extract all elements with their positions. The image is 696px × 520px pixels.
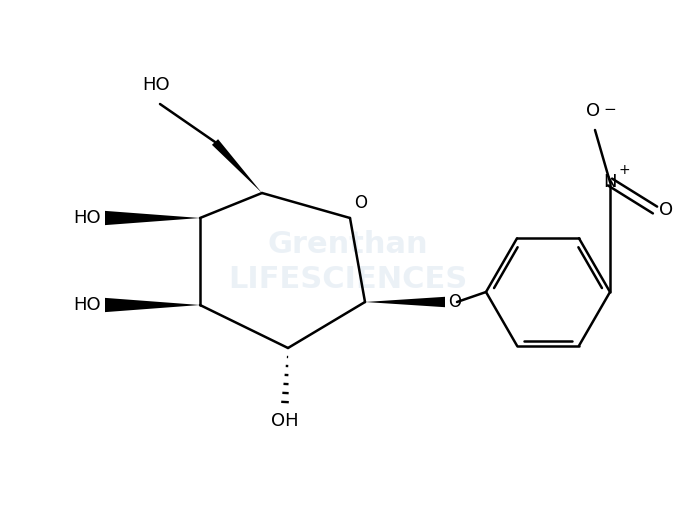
Text: O: O [659,201,673,219]
Text: N: N [603,173,617,191]
Text: O: O [586,102,600,120]
Polygon shape [365,297,445,307]
Polygon shape [212,139,262,193]
Polygon shape [105,298,200,312]
Text: −: − [603,102,616,117]
Text: HO: HO [73,209,101,227]
Text: HO: HO [73,296,101,314]
Text: O: O [448,293,461,311]
Text: +: + [619,163,631,177]
Polygon shape [105,211,200,225]
Text: Grenthan
LIFESCIENCES: Grenthan LIFESCIENCES [228,229,468,294]
Text: HO: HO [142,76,170,94]
Text: O: O [354,194,367,212]
Text: OH: OH [271,412,299,430]
